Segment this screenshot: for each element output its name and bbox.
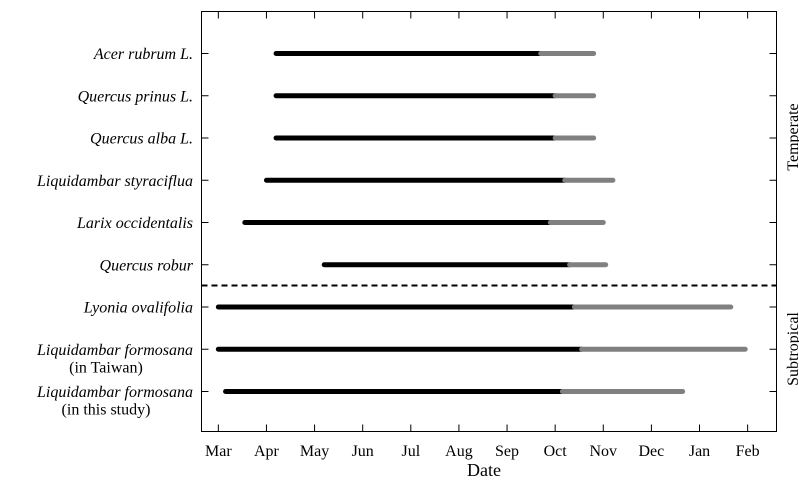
x-tick-label-jul: Jul	[401, 443, 420, 460]
row-7-label-lyonia-ovalifolia: Lyonia ovalifolia	[83, 300, 193, 317]
row-8-label-liquidambar-formosana: Liquidambar formosana	[36, 342, 193, 359]
x-tick-label-sep: Sep	[495, 443, 519, 460]
row-4-label-liquidambar-styraciflua: Liquidambar styraciflua	[36, 173, 193, 190]
row-8-note: (in Taiwan)	[69, 359, 143, 376]
x-tick-label-apr: Apr	[254, 443, 280, 460]
x-tick-label-nov: Nov	[589, 443, 617, 460]
x-tick-label-dec: Dec	[639, 443, 665, 460]
x-tick-label-mar: Mar	[205, 443, 232, 460]
row-3-label-quercus-alba-l: Quercus alba L.	[90, 131, 193, 148]
x-tick-label-aug: Aug	[445, 443, 473, 460]
row-2-label-quercus-prinus-l: Quercus prinus L.	[78, 88, 193, 105]
row-6-label-quercus-robur: Quercus robur	[100, 257, 194, 274]
x-tick-label-feb: Feb	[736, 443, 760, 460]
y-ticks-layer	[201, 53, 777, 392]
x-ticks-layer: Mar Apr May Jun Jul Aug Sep Oct Nov Dec Jan Feb	[205, 11, 760, 460]
group-label-subtropical: Subtropical	[785, 312, 799, 386]
y-labels-layer: Acer rubrum L. Quercus prinus L. Quercus a…	[36, 46, 194, 419]
x-axis-title: Date	[467, 460, 501, 480]
x-tick-label-jan: Jan	[689, 443, 710, 460]
x-tick-label-oct: Oct	[544, 443, 568, 460]
group-label-temperate: Temperate	[785, 103, 799, 170]
x-tick-label-jun: Jun	[352, 443, 374, 460]
x-tick-label-may: May	[300, 443, 329, 460]
row-5-label-larix-occidentalis: Larix occidentalis	[76, 215, 193, 232]
plot-frame	[201, 11, 777, 432]
row-9-label-liquidambar-formosana: Liquidambar formosana	[36, 384, 193, 401]
row-1-label-acer-rubrum-l: Acer rubrum L.	[93, 46, 193, 63]
bars-layer	[215, 51, 748, 394]
row-9-note: (in this study)	[62, 402, 151, 419]
